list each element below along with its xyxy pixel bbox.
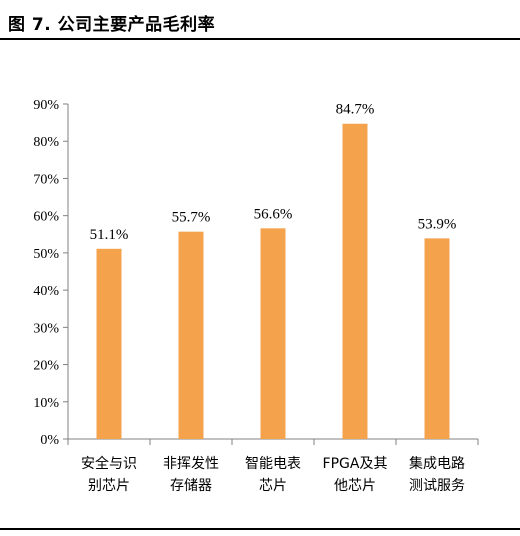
bar bbox=[424, 238, 450, 439]
x-tick-label: 他芯片 bbox=[334, 478, 376, 494]
data-label: 51.1% bbox=[90, 227, 129, 243]
bar bbox=[96, 248, 122, 439]
x-tick-label: 别芯片 bbox=[88, 478, 130, 494]
x-tick-label: 测试服务 bbox=[409, 478, 465, 494]
y-tick-label: 70% bbox=[33, 172, 59, 187]
bar bbox=[260, 228, 286, 439]
y-tick-label: 80% bbox=[33, 135, 59, 150]
data-label: 53.9% bbox=[418, 216, 457, 232]
bar bbox=[178, 231, 204, 439]
y-tick-label: 40% bbox=[33, 284, 59, 299]
data-label: 56.6% bbox=[254, 206, 293, 222]
x-tick-label: 安全与识 bbox=[81, 455, 137, 472]
y-tick-label: 10% bbox=[33, 396, 59, 411]
x-tick-label: 集成电路 bbox=[409, 455, 465, 472]
x-tick-label: FPGA及其 bbox=[323, 456, 388, 472]
bar bbox=[342, 123, 368, 439]
x-tick-label: 芯片 bbox=[259, 478, 287, 494]
y-tick-label: 0% bbox=[40, 433, 59, 448]
bottom-rule bbox=[0, 528, 520, 530]
y-tick-label: 30% bbox=[33, 321, 59, 336]
data-label: 55.7% bbox=[172, 210, 211, 226]
x-tick-label: 存储器 bbox=[170, 478, 212, 494]
x-tick-label: 非挥发性 bbox=[163, 456, 219, 472]
figure-title: 图 7. 公司主要产品毛利率 bbox=[8, 15, 216, 35]
y-tick-label: 60% bbox=[33, 210, 59, 225]
y-tick-label: 20% bbox=[33, 359, 59, 374]
x-tick-label: 智能电表 bbox=[245, 456, 301, 472]
data-label: 84.7% bbox=[336, 102, 375, 118]
y-tick-label: 90% bbox=[33, 98, 59, 113]
top-rule bbox=[0, 38, 520, 40]
y-tick-label: 50% bbox=[33, 247, 59, 262]
